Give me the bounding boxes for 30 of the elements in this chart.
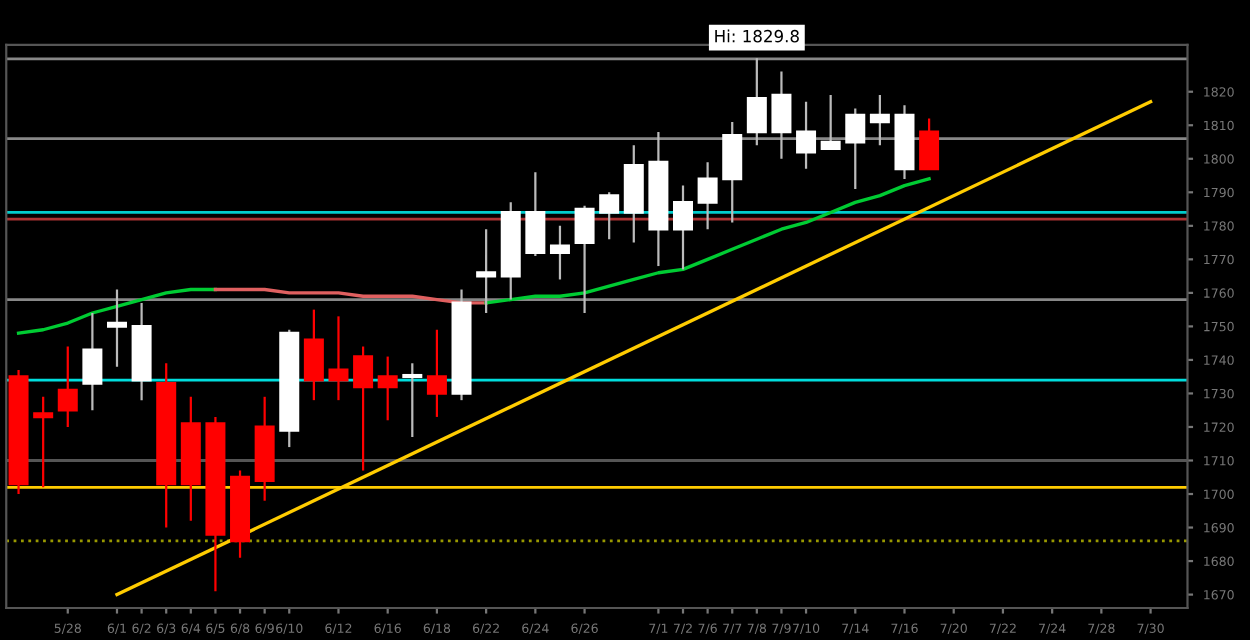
- annotation: Hi: 1829.8: [715, 29, 799, 43]
- candlestick: [106, 288, 127, 368]
- candlestick: [623, 144, 644, 244]
- candlestick: [599, 191, 620, 241]
- line-series: [213, 287, 488, 305]
- candlestick: [746, 57, 767, 147]
- candlestick: [722, 120, 743, 224]
- candlestick: [82, 311, 103, 412]
- candlestick: [525, 171, 546, 258]
- line-series: [484, 177, 931, 305]
- candlestick: [377, 355, 398, 422]
- candlestick: [57, 345, 78, 429]
- candlestick: [673, 184, 694, 271]
- candlestick: [549, 224, 570, 281]
- candlestick: [845, 107, 866, 191]
- line-series: [16, 287, 218, 335]
- candlestick: [771, 70, 792, 160]
- candlestick: [426, 328, 447, 419]
- candlestick: [919, 117, 940, 171]
- candlestick: [476, 228, 497, 315]
- candlestick: [328, 315, 349, 402]
- candlestick: [303, 308, 324, 402]
- candlestick: [33, 395, 54, 489]
- candlestick: [402, 362, 423, 439]
- candlestick: [353, 345, 374, 472]
- candlestick: [820, 93, 841, 151]
- candlestick: [869, 93, 890, 147]
- candlestick: [697, 161, 718, 231]
- candlestick: [574, 204, 595, 315]
- candlestick: [796, 100, 817, 170]
